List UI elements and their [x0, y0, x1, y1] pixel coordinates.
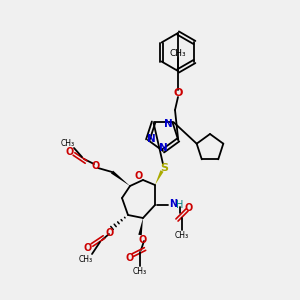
Text: CH₃: CH₃	[79, 256, 93, 265]
Text: H: H	[176, 200, 184, 210]
Polygon shape	[155, 170, 164, 185]
Text: N: N	[159, 143, 167, 153]
Text: O: O	[66, 147, 74, 157]
Text: O: O	[84, 243, 92, 253]
Polygon shape	[111, 171, 130, 186]
Text: CH₃: CH₃	[175, 230, 189, 239]
Text: CH₃: CH₃	[61, 140, 75, 148]
Text: CH₃: CH₃	[170, 49, 186, 58]
Text: CH₃: CH₃	[133, 268, 147, 277]
Text: S: S	[160, 163, 168, 173]
Text: O: O	[135, 171, 143, 181]
Text: N: N	[169, 199, 177, 209]
Polygon shape	[138, 218, 143, 235]
Text: N: N	[164, 119, 173, 129]
Text: O: O	[92, 161, 100, 171]
Text: O: O	[126, 253, 134, 263]
Text: O: O	[106, 228, 114, 238]
Text: N: N	[147, 134, 156, 144]
Text: O: O	[185, 203, 193, 213]
Text: O: O	[173, 88, 183, 98]
Text: O: O	[139, 235, 147, 245]
